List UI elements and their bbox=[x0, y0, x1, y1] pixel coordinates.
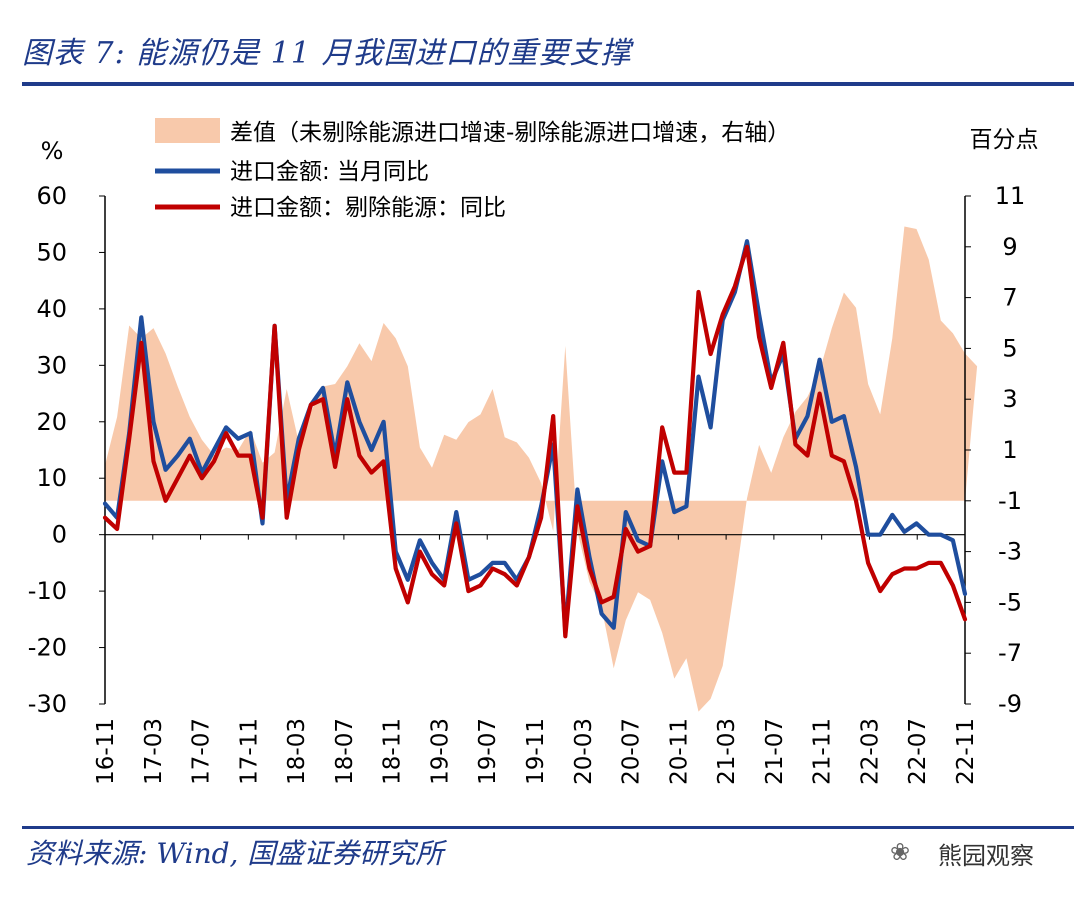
x-tick-label: 17-07 bbox=[189, 718, 215, 785]
x-tick-label: 21-07 bbox=[762, 718, 788, 785]
x-tick-label: 20-11 bbox=[666, 718, 692, 785]
right-tick-label: -7 bbox=[998, 639, 1022, 667]
x-tick-label: 20-03 bbox=[571, 718, 597, 785]
left-tick-label: 20 bbox=[36, 408, 67, 436]
x-tick-label: 19-11 bbox=[523, 718, 549, 785]
right-tick-label: 1 bbox=[1002, 436, 1017, 464]
source-note: 资料来源: Wind, 国盛证券研究所 bbox=[26, 837, 444, 870]
footer-rule bbox=[22, 826, 1074, 829]
left-tick-label: 0 bbox=[52, 521, 67, 549]
left-axis-unit: % bbox=[41, 137, 64, 165]
legend-label-area: 差值（未剔除能源进口增速-剔除能源进口增速，右轴） bbox=[230, 120, 790, 146]
x-tick-label: 17-03 bbox=[141, 718, 167, 785]
x-tick-label: 17-11 bbox=[236, 718, 262, 785]
imports-ex-energy-line bbox=[102, 244, 968, 639]
x-tick-label: 19-07 bbox=[475, 718, 501, 785]
x-tick-label: 22-07 bbox=[905, 718, 931, 785]
watermark: 熊园观察 bbox=[938, 842, 1034, 870]
x-tick-label: 21-11 bbox=[810, 718, 836, 785]
right-tick-label: -9 bbox=[998, 690, 1022, 718]
x-tick-label: 19-03 bbox=[427, 718, 453, 785]
right-tick-label: 9 bbox=[1002, 233, 1017, 261]
left-tick-label: 30 bbox=[36, 351, 67, 379]
x-tick-label: 20-07 bbox=[619, 718, 645, 785]
x-tick-label: 22-03 bbox=[857, 718, 883, 785]
right-tick-label: 5 bbox=[1002, 334, 1017, 362]
left-tick-label: 60 bbox=[36, 182, 67, 210]
left-tick-label: -20 bbox=[28, 634, 67, 662]
chart: 60 50 40 30 20 10 0 -10 -20 -30 11 9 7 5 3 1 -1 -3 -5 -7 -9%… bbox=[28, 118, 1039, 785]
x-tick-label: 21-03 bbox=[714, 718, 740, 785]
x-tick-label: 18-11 bbox=[380, 718, 406, 785]
legend-label-blue: 进口金额: 当月同比 bbox=[230, 159, 429, 185]
right-tick-label: -3 bbox=[998, 538, 1022, 566]
x-tick-label: 16-11 bbox=[93, 718, 119, 785]
right-tick-label: 11 bbox=[995, 182, 1026, 210]
wechat-icon: ❀ bbox=[890, 838, 911, 866]
right-tick-label: -1 bbox=[998, 487, 1022, 515]
right-tick-label: -5 bbox=[998, 588, 1022, 616]
left-tick-label: -10 bbox=[28, 577, 67, 605]
legend-label-red: 进口金额：剔除能源：同比 bbox=[230, 195, 506, 221]
x-tick-label: 18-07 bbox=[332, 718, 358, 785]
x-tick-label: 22-11 bbox=[953, 718, 979, 785]
right-axis-unit: 百分点 bbox=[970, 127, 1039, 153]
left-tick-label: 50 bbox=[36, 238, 67, 266]
right-tick-label: 3 bbox=[1002, 385, 1017, 413]
right-tick-label: 7 bbox=[1002, 284, 1017, 312]
x-tick-label: 18-03 bbox=[284, 718, 310, 785]
left-tick-label: -30 bbox=[28, 690, 67, 718]
difference-area bbox=[105, 226, 978, 712]
chart-title: 图表 7: 能源仍是 11 月我国进口的重要支撑 bbox=[22, 36, 632, 71]
left-tick-label: 10 bbox=[36, 464, 67, 492]
left-tick-label: 40 bbox=[36, 295, 67, 323]
title-rule bbox=[22, 82, 1074, 86]
legend-swatch-area bbox=[155, 118, 220, 143]
